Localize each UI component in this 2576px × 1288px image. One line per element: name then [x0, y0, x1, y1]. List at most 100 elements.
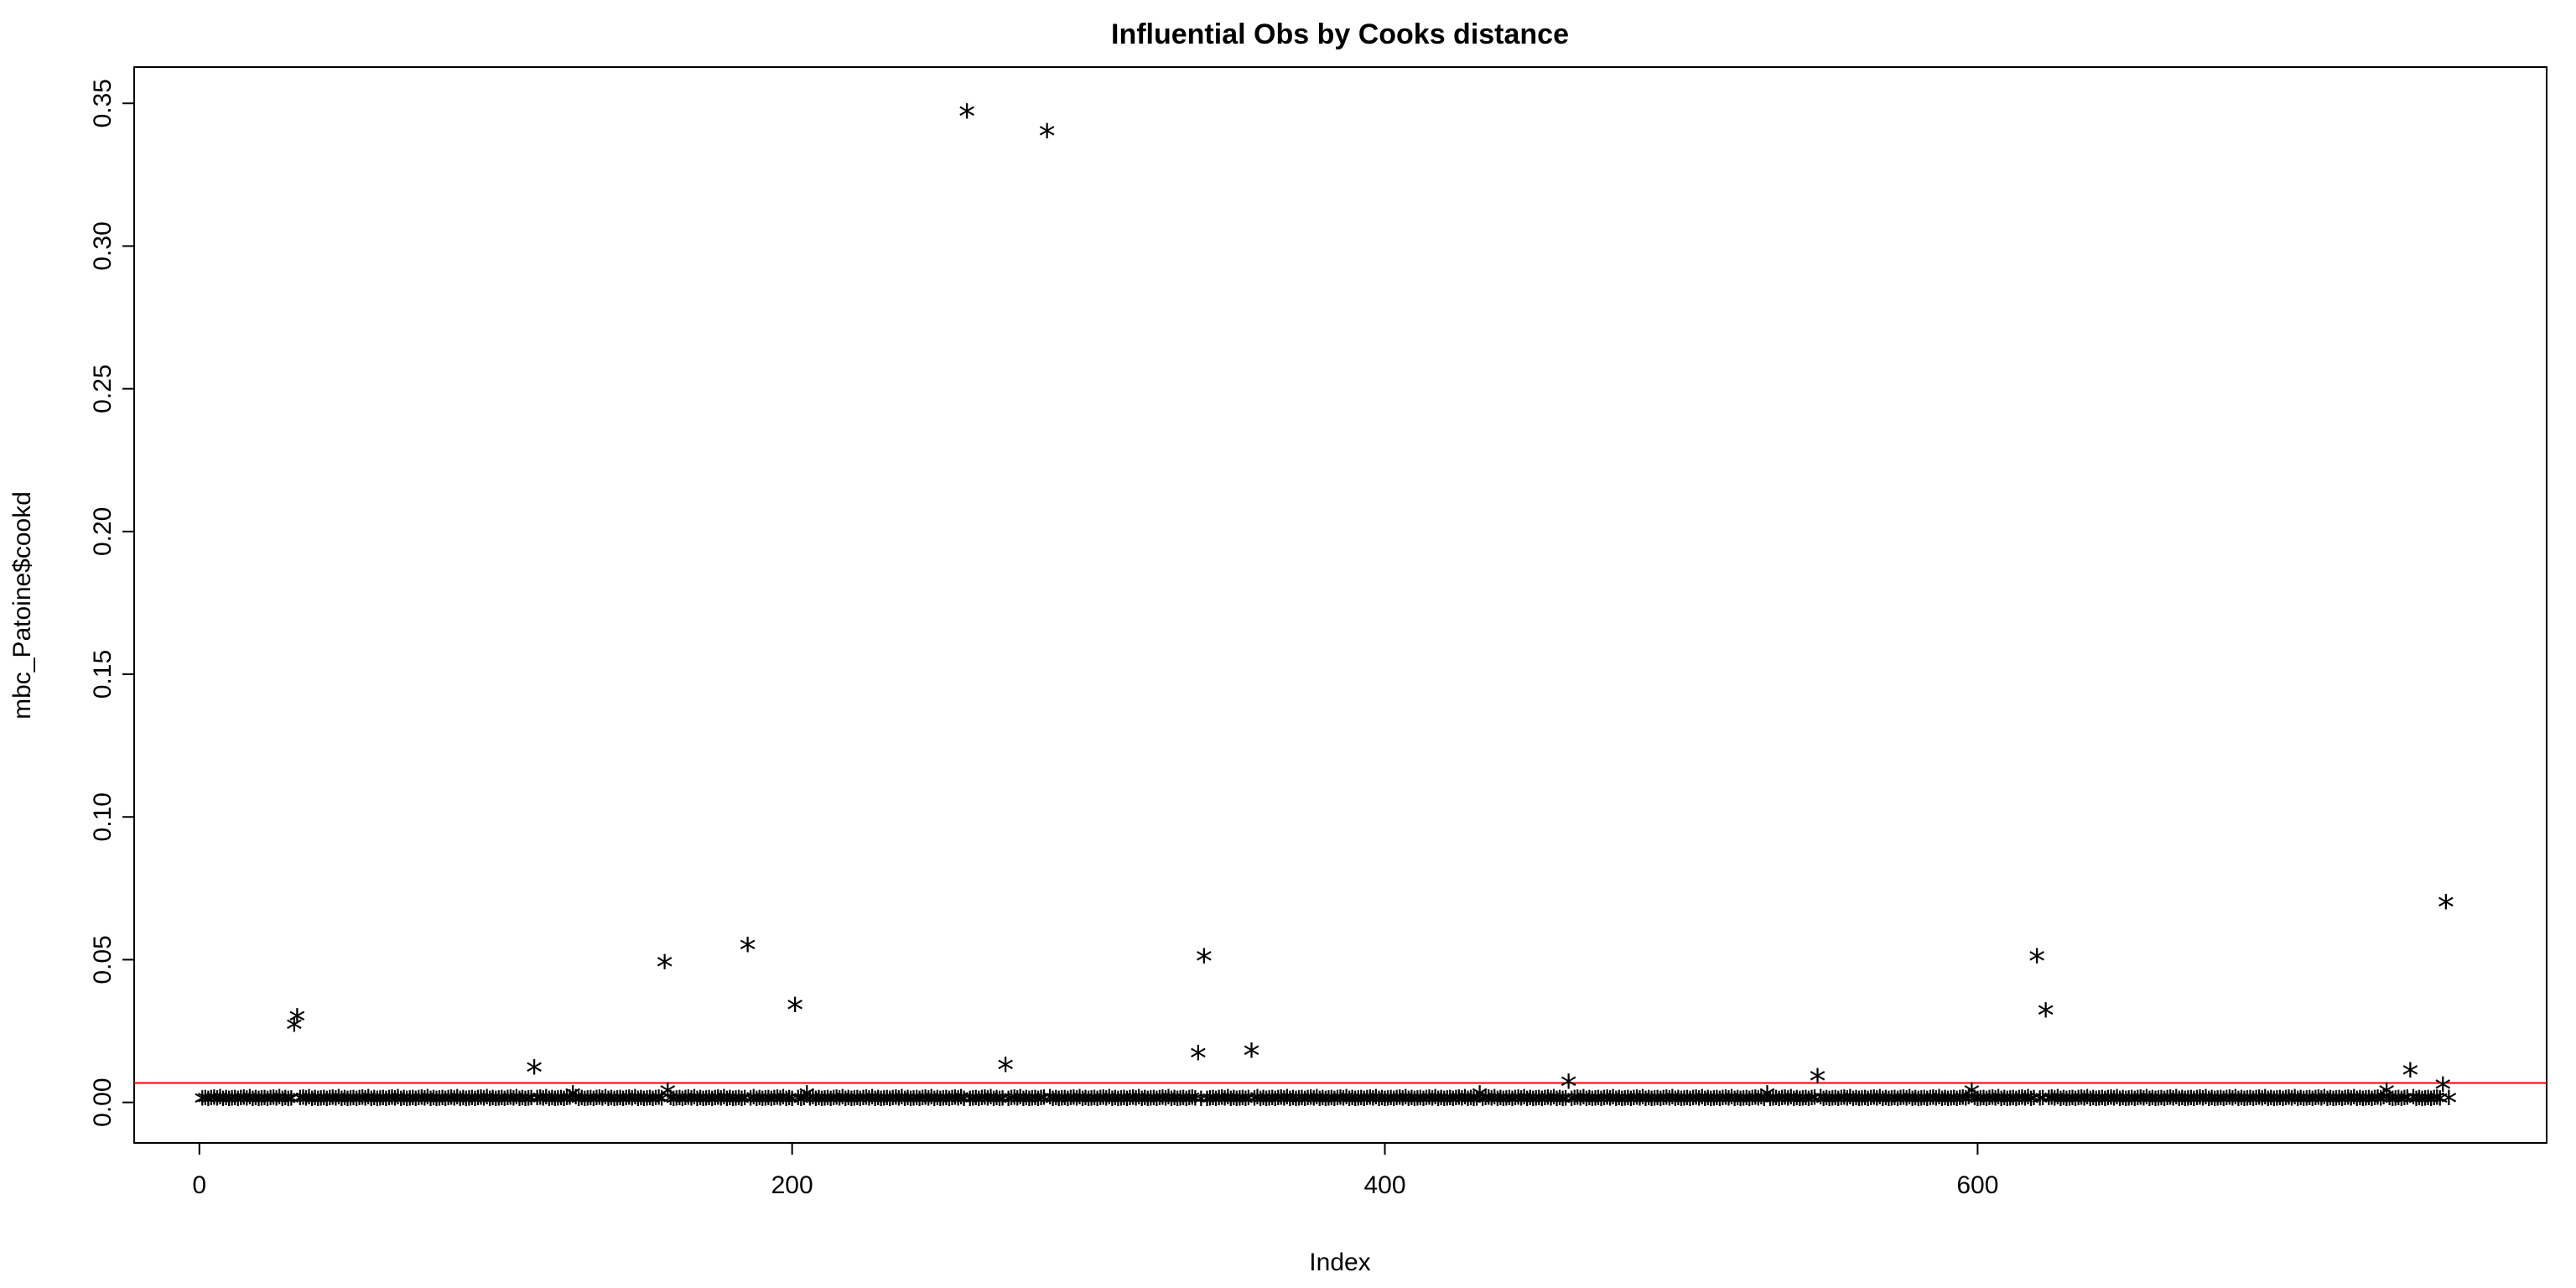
data-point: * [2005, 1084, 2022, 1123]
data-point: * [200, 1085, 216, 1124]
data-point: * [594, 1085, 610, 1124]
data-point: * [1329, 1085, 1346, 1124]
data-point: * [1184, 1084, 1201, 1123]
data-point: * [1433, 1085, 1450, 1124]
data-point: * [864, 1084, 880, 1123]
data-point: * [2236, 1086, 2252, 1124]
data-point: * [2123, 1084, 2140, 1123]
data-point: * [1607, 1085, 1624, 1124]
data-point: * [858, 1084, 875, 1123]
data-point: * [1866, 1084, 1883, 1123]
data-point: * [1439, 1085, 1456, 1124]
data-point: * [2376, 1084, 2392, 1123]
data-point: * [1350, 1085, 1367, 1124]
data-point: * [1880, 1086, 1897, 1124]
data-point: * [2115, 1085, 2132, 1124]
data-point: * [1412, 1084, 1429, 1123]
data-point: * [632, 1085, 649, 1124]
data-point: * [1522, 1085, 1539, 1124]
data-point: * [357, 1085, 374, 1124]
data-point: * [979, 1085, 996, 1124]
data-point: * [1045, 1085, 1062, 1124]
data-point: * [271, 1084, 288, 1123]
data-point: * [1661, 1085, 1678, 1124]
data-point: * [265, 1084, 282, 1123]
data-point: * [1510, 1084, 1527, 1123]
data-point: * [709, 1084, 726, 1123]
data-point: * [1711, 1085, 1728, 1124]
data-point: * [760, 1084, 776, 1123]
data-point: * [319, 1085, 335, 1124]
data-point: * [1486, 1084, 1503, 1123]
data-point: * [1501, 1084, 1518, 1123]
data-point: * [1196, 943, 1213, 981]
data-point: * [721, 1085, 738, 1124]
data-point: * [1101, 1084, 1118, 1123]
data-point: * [543, 1085, 560, 1124]
data-point: * [914, 1085, 931, 1124]
data-point: * [1012, 1084, 1029, 1123]
data-point: * [745, 1084, 762, 1123]
data-point: * [1323, 1084, 1340, 1123]
data-point: * [1400, 1085, 1417, 1124]
data-point: * [369, 1086, 386, 1124]
data-point: * [576, 1086, 593, 1124]
y-tick-label: 0.05 [89, 935, 117, 984]
data-point: * [1385, 1085, 1402, 1124]
data-point: * [1498, 1085, 1514, 1124]
data-point: * [562, 1084, 579, 1123]
data-point: * [205, 1084, 222, 1123]
data-point: * [1255, 1085, 1272, 1124]
data-point: * [1566, 1085, 1583, 1124]
data-point: * [1996, 1085, 2012, 1124]
data-point: * [375, 1084, 392, 1123]
y-axis: 0.00 0.05 0.10 0.15 0.20 0.25 0.30 0.35 [89, 79, 135, 1127]
data-point: * [348, 1085, 365, 1124]
data-point: * [2127, 1085, 2143, 1124]
data-point: * [568, 1084, 584, 1123]
data-point: * [2028, 943, 2045, 981]
data-point: * [1789, 1085, 1805, 1124]
data-point: * [651, 1084, 667, 1123]
data-point: * [751, 1085, 768, 1124]
data-point: * [309, 1086, 326, 1124]
data-point: * [1706, 1085, 1722, 1124]
data-point: * [2090, 1085, 2107, 1124]
data-point: * [606, 1086, 623, 1124]
data-point: * [1596, 1085, 1613, 1124]
data-point: * [1857, 1084, 1873, 1123]
data-point: * [2381, 1085, 2398, 1124]
data-point: * [277, 1085, 293, 1124]
data-point: * [1735, 1085, 1752, 1124]
data-point: * [342, 1085, 359, 1124]
data-point: * [1326, 1085, 1343, 1124]
data-point: * [1142, 1085, 1159, 1124]
data-point: * [899, 1085, 916, 1124]
data-point: * [956, 1085, 973, 1124]
data-point: * [1296, 1085, 1313, 1124]
data-point: * [2274, 1085, 2291, 1124]
data-point: * [437, 1085, 454, 1124]
data-point: * [671, 1084, 688, 1123]
data-point: * [715, 1084, 732, 1123]
data-point: * [1317, 1086, 1334, 1124]
data-point: * [736, 1085, 753, 1124]
data-point: * [2233, 1085, 2250, 1124]
data-point: * [2337, 1085, 2354, 1124]
data-point: * [1418, 1085, 1435, 1124]
data-point: * [493, 1084, 510, 1123]
data-point: * [704, 1085, 720, 1124]
data-point: * [1634, 1084, 1651, 1123]
data-point: * [2102, 1084, 2119, 1123]
data-point: * [2301, 1084, 2318, 1123]
data-point: * [1225, 1085, 1242, 1124]
data-point: * [2082, 1085, 2099, 1124]
data-point: * [304, 1085, 320, 1124]
data-point: * [2032, 1085, 2049, 1124]
data-point: * [1083, 1085, 1100, 1124]
data-point: * [1696, 1085, 1713, 1124]
data-point: * [2428, 1084, 2445, 1123]
data-point: * [505, 1085, 522, 1124]
data-point: * [1542, 1085, 1559, 1124]
